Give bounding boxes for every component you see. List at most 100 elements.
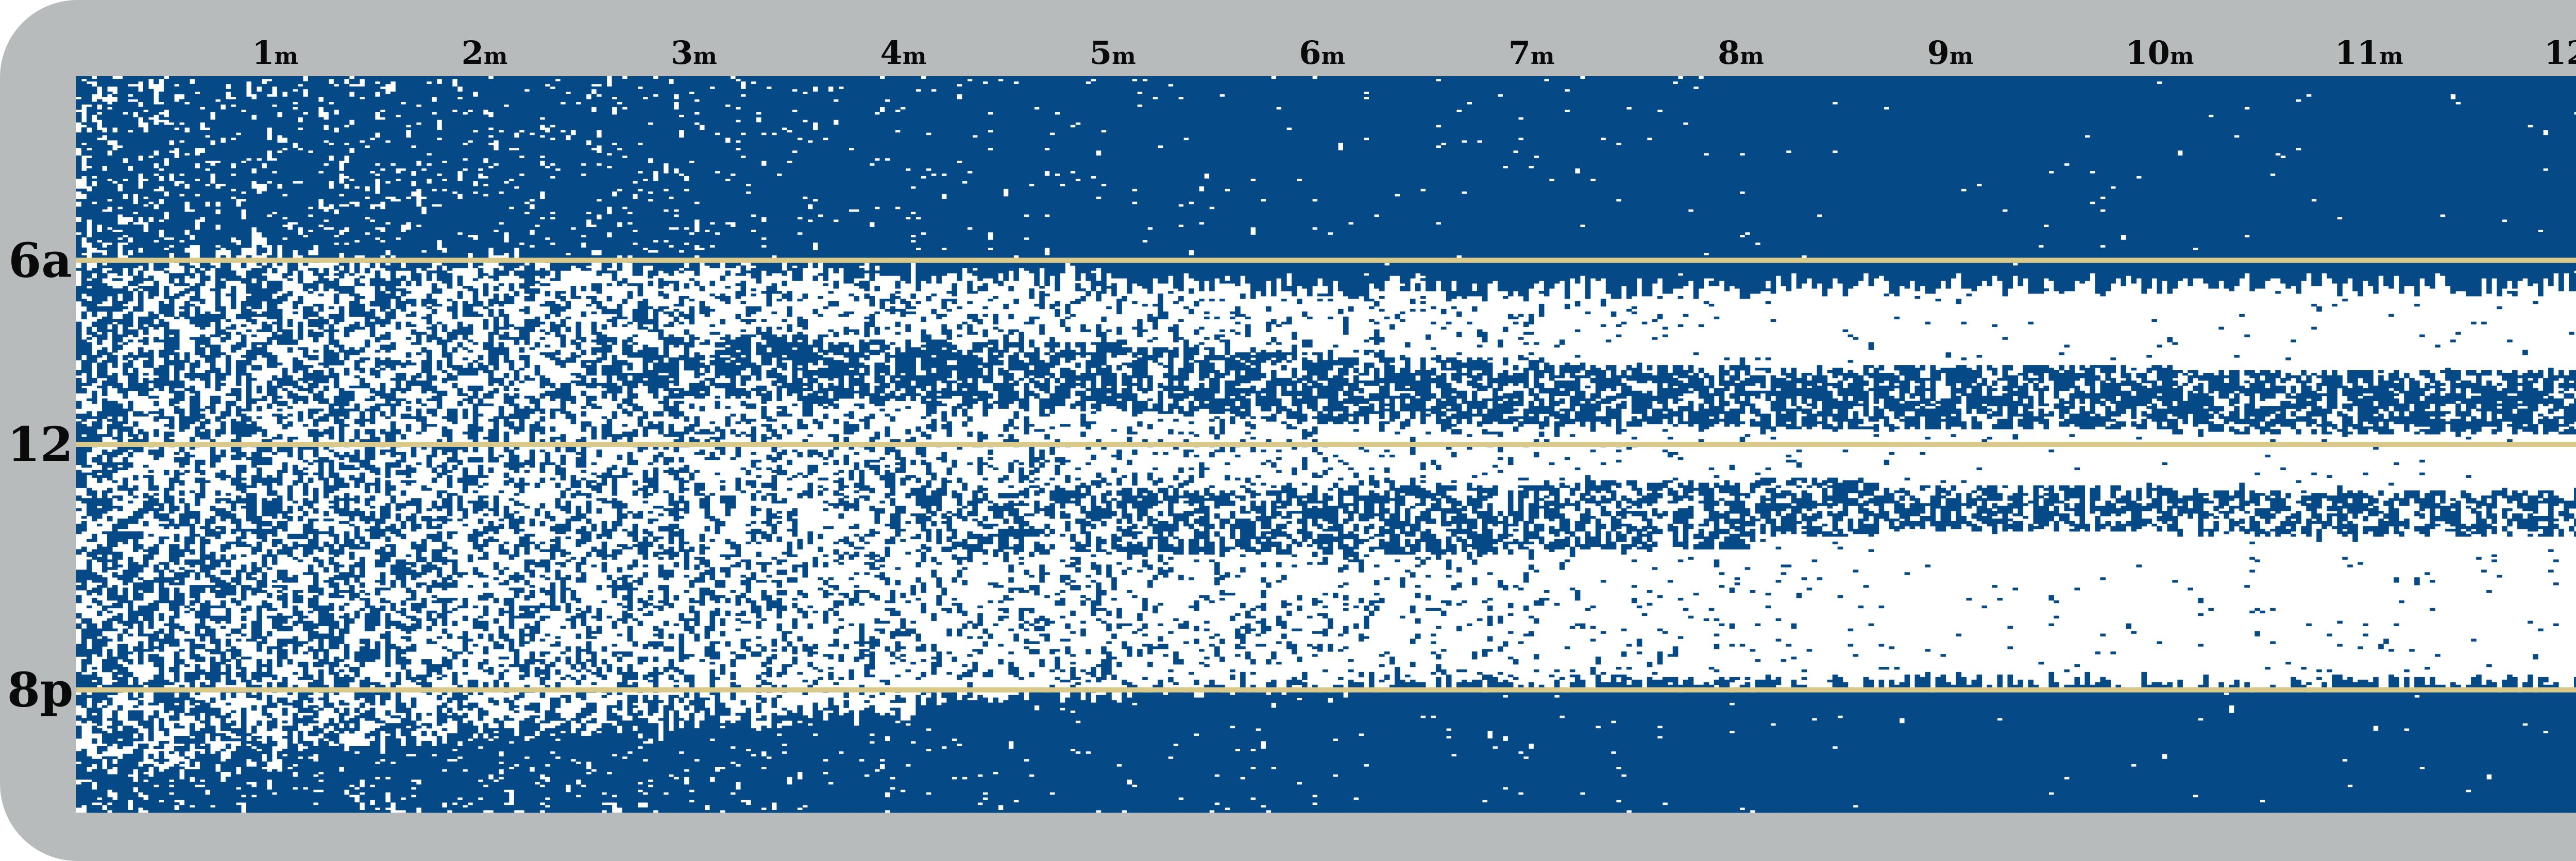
sleep-cell [874, 363, 880, 384]
sleep-cell [524, 395, 530, 399]
sleep-cell [637, 76, 643, 87]
sleep-cell [235, 628, 242, 634]
sleep-cell [101, 577, 108, 588]
sleep-cell [184, 416, 190, 429]
sleep-cell [359, 143, 365, 255]
sleep-cell [359, 472, 365, 483]
sleep-cell [127, 311, 133, 327]
sleep-cell [344, 521, 350, 524]
sleep-cell [689, 597, 695, 604]
sleep-cell [586, 736, 592, 762]
sleep-cell [720, 350, 726, 355]
sleep-cell [581, 311, 587, 317]
sleep-cell [174, 294, 180, 299]
sleep-cell [483, 526, 489, 535]
sleep-cell [225, 759, 231, 772]
sleep-cell [385, 76, 391, 84]
sleep-cell [709, 539, 716, 542]
sleep-cell [411, 76, 417, 146]
sleep-cell [308, 306, 314, 317]
sleep-cell [519, 355, 525, 360]
sleep-cell [117, 148, 123, 184]
sleep-cell [395, 201, 401, 238]
sleep-cell [308, 597, 314, 609]
sleep-cell [797, 377, 803, 401]
sleep-cell [246, 96, 252, 159]
sleep-cell [514, 326, 520, 330]
sleep-cell [76, 595, 82, 604]
sleep-cell [900, 654, 906, 657]
sleep-cell [369, 278, 376, 286]
sleep-cell [648, 541, 654, 547]
sleep-cell [328, 731, 334, 742]
sleep-cell [189, 395, 195, 424]
sleep-cell [447, 582, 453, 588]
sleep-cell [921, 316, 926, 322]
sleep-cell [359, 582, 365, 588]
sleep-cell [127, 753, 133, 774]
sleep-cell [277, 117, 283, 135]
sleep-cell [843, 485, 849, 488]
sleep-cell [601, 383, 607, 389]
sleep-cell [153, 577, 159, 583]
sleep-cell [596, 585, 602, 591]
sleep-cell [720, 480, 726, 483]
sleep-cell [514, 444, 520, 450]
sleep-cell [632, 232, 638, 243]
sleep-cell [725, 539, 731, 545]
sleep-cell [117, 319, 123, 325]
sleep-cell [745, 403, 752, 409]
sleep-cell [277, 377, 283, 389]
sleep-cell [369, 308, 376, 320]
sleep-cell [679, 718, 685, 721]
sleep-cell [709, 432, 716, 435]
sleep-cell [539, 521, 546, 527]
sleep-cell [179, 805, 185, 813]
sleep-cell [230, 345, 236, 353]
sleep-cell [699, 533, 705, 542]
sleep-cell [493, 700, 499, 705]
sleep-cell [859, 268, 865, 279]
sleep-cell [112, 710, 118, 744]
sleep-cell [874, 209, 880, 266]
sleep-cell [910, 475, 916, 478]
sleep-cell [648, 511, 654, 514]
sleep-cell [194, 76, 200, 92]
sleep-cell [519, 270, 525, 279]
sleep-cell [545, 352, 551, 358]
sleep-cell [498, 626, 504, 639]
sleep-cell [828, 434, 834, 437]
sleep-cell [921, 329, 926, 342]
sleep-cell [545, 239, 551, 263]
sleep-cell [601, 562, 607, 573]
sleep-cell [369, 649, 376, 662]
sleep-cell [581, 76, 587, 164]
sleep-cell [529, 201, 535, 204]
sleep-cell [916, 549, 921, 552]
sleep-cell [138, 76, 144, 82]
sleep-cell [189, 511, 195, 519]
sleep-cell [797, 140, 803, 217]
sleep-cell [570, 395, 577, 404]
sleep-cell [648, 125, 654, 159]
sleep-cell [849, 669, 854, 680]
sleep-cell [756, 621, 762, 629]
sleep-cell [642, 657, 649, 662]
sleep-cell [679, 76, 685, 115]
sleep-cell [447, 352, 453, 368]
sleep-cell [802, 76, 808, 92]
sleep-cell [519, 720, 525, 811]
sleep-cell [787, 631, 793, 634]
sleep-cell [797, 608, 803, 614]
sleep-cell [545, 559, 551, 573]
sleep-cell [442, 370, 448, 373]
sleep-cell [606, 419, 613, 437]
sleep-cell [797, 452, 803, 458]
sleep-cell [529, 135, 535, 199]
sleep-cell [338, 306, 345, 322]
sleep-cell [565, 695, 571, 703]
sleep-cell [421, 170, 427, 197]
sleep-cell [385, 449, 391, 453]
sleep-cell [292, 357, 298, 373]
sleep-cell [416, 498, 422, 514]
